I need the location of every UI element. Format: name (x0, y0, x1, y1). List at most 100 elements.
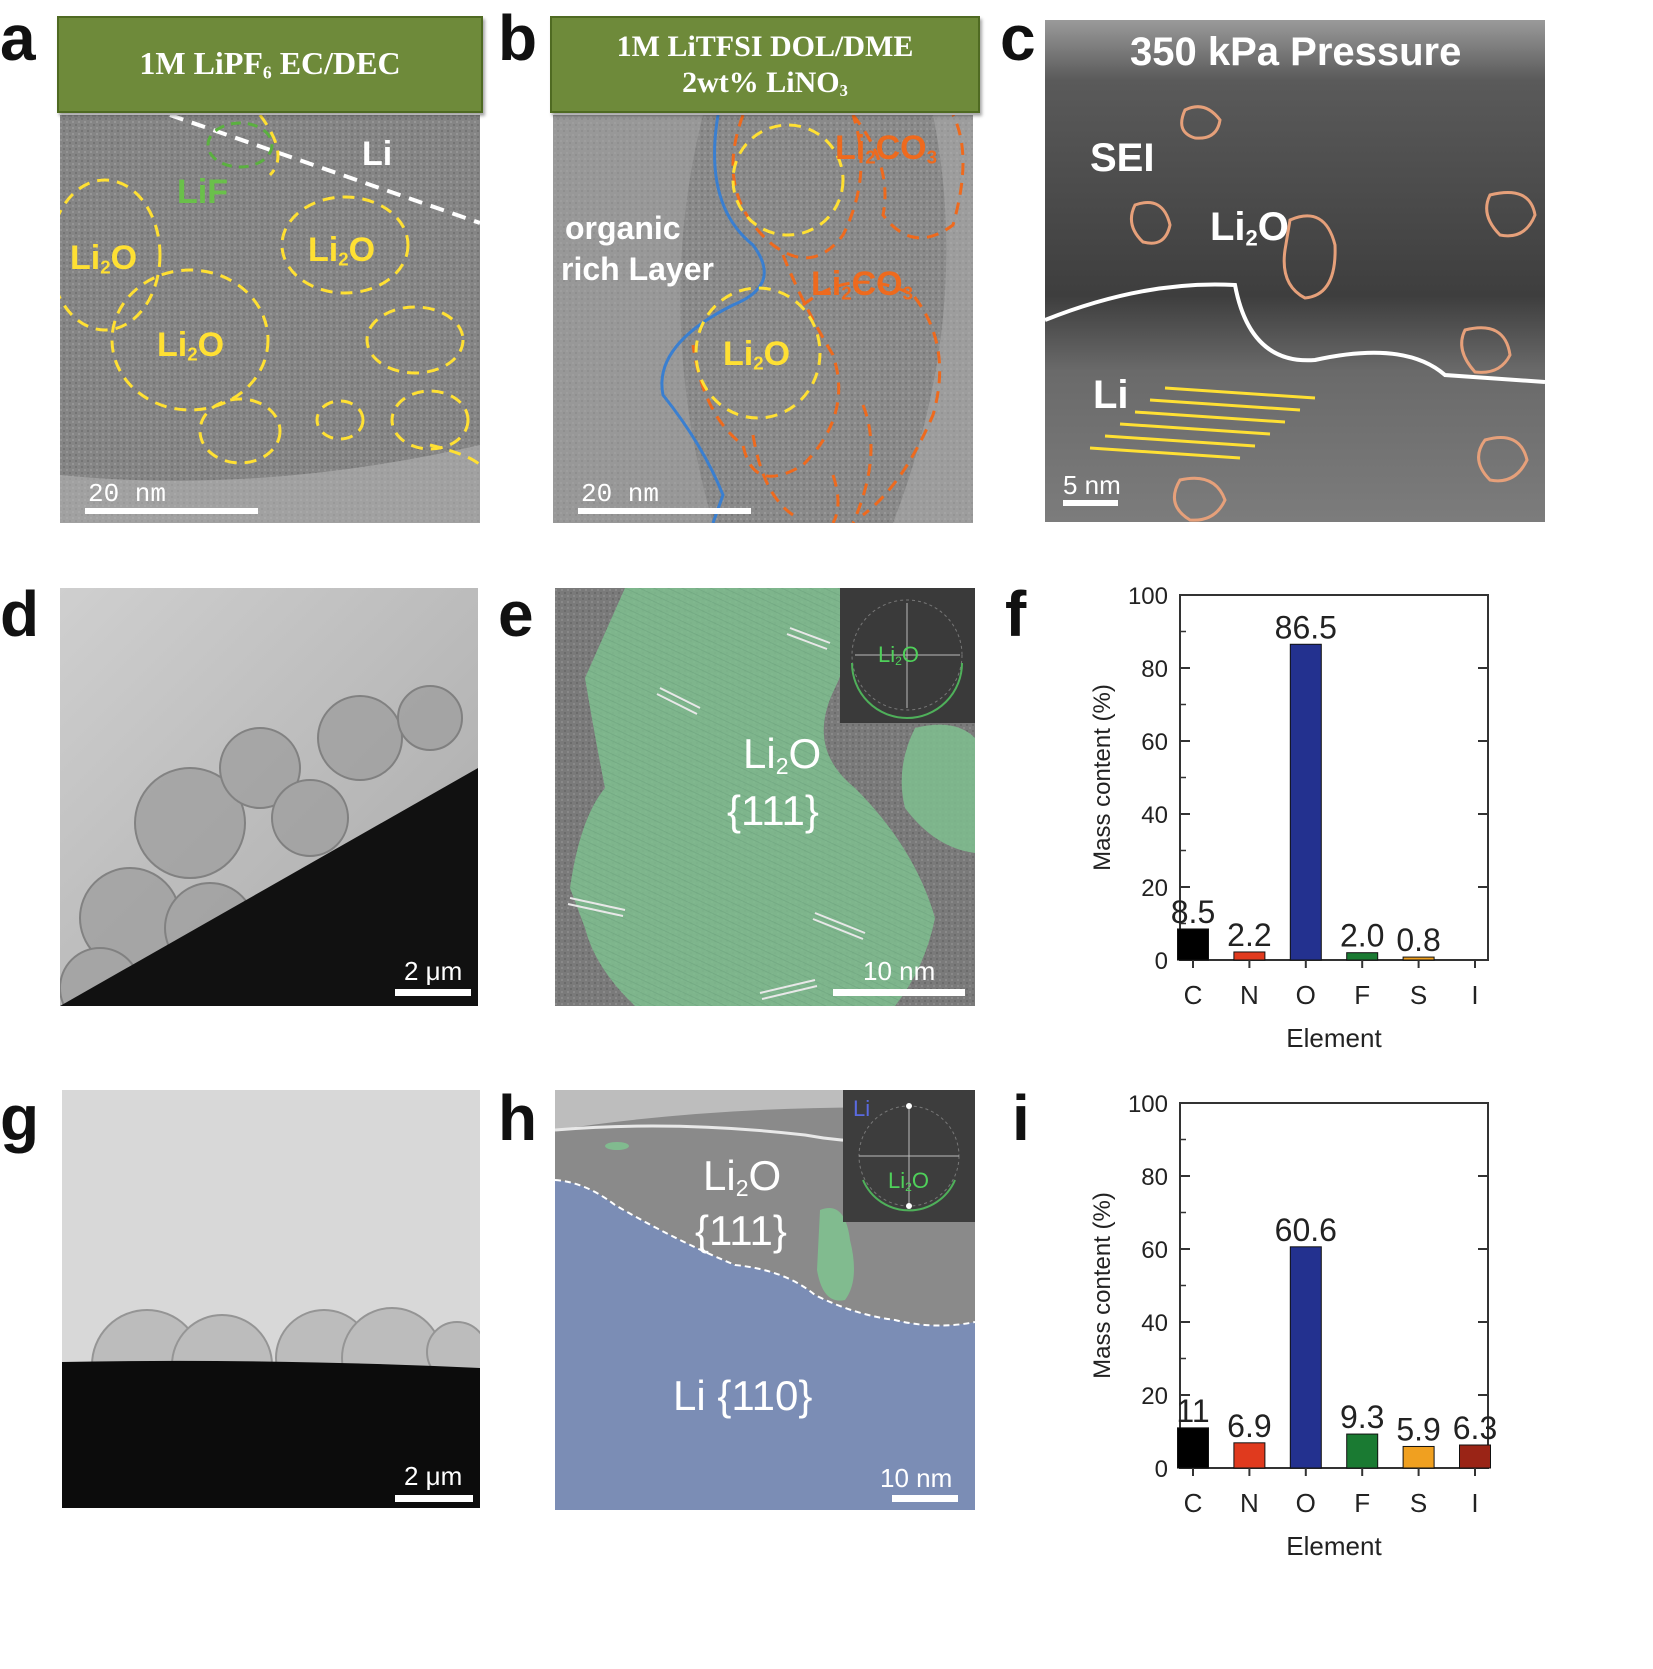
value-label-C: 11 (1176, 1393, 1209, 1429)
x-tick-label-I: I (1471, 980, 1478, 1010)
label-li2o: Li2O (703, 1152, 782, 1201)
bar-N (1233, 1442, 1266, 1469)
bar-O (1289, 643, 1322, 961)
y-tick-label: 0 (1155, 1456, 1168, 1483)
label-li2o: Li2O (1210, 205, 1289, 251)
scale-bar-a (85, 508, 258, 514)
y-tick-label: 60 (1141, 729, 1168, 756)
scale-bar-b (578, 508, 751, 514)
value-label-N: 6.9 (1227, 1408, 1271, 1444)
scale-label-b: 20 nm (581, 479, 660, 509)
scale-label-g: 2 μm (404, 1461, 463, 1491)
y-axis-label: Mass content (%) (1089, 1192, 1116, 1379)
bar-N (1233, 951, 1266, 961)
bar-F (1346, 1433, 1379, 1469)
x-axis-label: Element (1286, 1531, 1382, 1561)
y-tick-label: 0 (1155, 948, 1168, 975)
label-li2o: Li2O (723, 335, 791, 374)
bar-O (1289, 1246, 1322, 1469)
chart-f: 0 20 40 60 80 100 Mass content (%) 8.5 C 2.2 N 86.5… (1060, 580, 1580, 1060)
label-li2o: Li2O (743, 730, 822, 779)
x-tick-label-S: S (1410, 1488, 1427, 1518)
panel-e-tem-image: Li2O {111} Li2O 10 nm (555, 588, 975, 1006)
label-rich-layer: rich Layer (561, 251, 714, 287)
label-organic: organic (565, 210, 681, 246)
value-label-O: 86.5 (1275, 609, 1337, 645)
label-li: Li (1093, 373, 1129, 417)
value-label-S: 0.8 (1396, 922, 1440, 958)
y-axis-label: Mass content (%) (1089, 684, 1116, 871)
panel-letter-a: a (0, 2, 36, 74)
panel-letter-h: h (498, 1082, 538, 1154)
x-tick-label-N: N (1240, 1488, 1259, 1518)
value-label-F: 9.3 (1340, 1399, 1384, 1435)
scale-bar-g (395, 1495, 473, 1502)
scale-bar-h (892, 1495, 958, 1502)
panel-letter-b: b (498, 2, 538, 74)
inset-label-li2o: Li2O (888, 1168, 929, 1195)
y-tick-label: 100 (1128, 1091, 1168, 1118)
panel-h-tem-image: Li2O {111} Li {110} Li Li2O 10 nm (555, 1090, 975, 1510)
panel-b-overlay (553, 115, 973, 523)
label-li-110: Li {110} (673, 1372, 813, 1419)
scale-label-d: 2 μm (404, 956, 463, 986)
panel-d-tem-image: 2 μm (60, 588, 478, 1006)
x-tick-label-N: N (1240, 980, 1259, 1010)
chart-svg: 0 20 40 60 80 100 Mass content (%) 8.5 C 2.2 N 86.5… (1089, 583, 1489, 1053)
label-li2o-3: Li2O (157, 326, 225, 365)
x-tick-label-O: O (1296, 980, 1316, 1010)
panel-letter-i: i (1012, 1082, 1030, 1154)
bar-C (1177, 928, 1209, 961)
label-li2o-2: Li2O (308, 231, 376, 270)
panel-d-overlay (60, 588, 478, 1006)
label-li2o-1: Li2O (70, 239, 138, 278)
x-tick-label-C: C (1184, 1488, 1203, 1518)
label-li2o-plane: {111} (727, 787, 819, 834)
x-tick-label-F: F (1354, 1488, 1370, 1518)
x-tick-label-I: I (1471, 1488, 1478, 1518)
x-tick-label-F: F (1354, 980, 1370, 1010)
inset-label-li2o: Li2O (878, 642, 919, 669)
panel-c-tem-image: 350 kPa Pressure SEI Li2O Li 5 nm (1045, 20, 1545, 522)
x-tick-label-C: C (1184, 980, 1203, 1010)
panel-c-title: 350 kPa Pressure (1130, 30, 1462, 74)
panel-letter-c: c (1000, 2, 1036, 74)
label-li2o-plane: {111} (695, 1207, 787, 1254)
scale-label-a: 20 nm (88, 479, 167, 509)
scale-label-e: 10 nm (863, 956, 936, 986)
panel-g-overlay (62, 1090, 480, 1508)
panel-e-overlay (555, 588, 975, 1006)
y-tick-label: 40 (1141, 1310, 1168, 1337)
panel-letter-f: f (1005, 578, 1027, 650)
scale-bar-c (1063, 500, 1118, 506)
panel-b-header: 1M LiTFSI DOL/DME 2wt% LiNO3 (550, 16, 980, 113)
scale-bar-d (395, 989, 471, 996)
label-li: Li (362, 135, 393, 173)
chart-i: 0 20 40 60 80 100 Mass content (%) 11 C 6.9 N 60.6 O… (1060, 1088, 1580, 1566)
x-axis-label: Element (1286, 1023, 1382, 1053)
panel-letter-g: g (0, 1082, 40, 1154)
scale-bar-e (833, 989, 965, 996)
bar-I (1459, 1444, 1491, 1469)
y-tick-label: 60 (1141, 1237, 1168, 1264)
scale-label-h: 10 nm (880, 1463, 953, 1493)
y-tick-label: 40 (1141, 802, 1168, 829)
plot-frame (1179, 594, 1489, 961)
y-tick-label: 20 (1141, 1383, 1168, 1410)
value-label-I: 6.3 (1453, 1410, 1497, 1446)
panel-c-overlay (1045, 20, 1545, 522)
inset-label-li: Li (853, 1096, 871, 1121)
y-tick-label: 80 (1141, 656, 1168, 683)
bar-S (1402, 1445, 1435, 1469)
value-label-F: 2.0 (1340, 918, 1384, 954)
y-tick-label: 80 (1141, 1164, 1168, 1191)
x-tick-label-S: S (1410, 980, 1427, 1010)
label-li2co3-2: Li2CO3 (811, 265, 914, 304)
bar-F (1346, 952, 1379, 961)
y-tick-label: 20 (1141, 875, 1168, 902)
panel-a-tem-image: Li LiF Li2O Li2O Li2O 20 nm (60, 115, 480, 523)
label-sei: SEI (1090, 136, 1155, 180)
value-label-N: 2.2 (1227, 917, 1271, 953)
value-label-O: 60.6 (1275, 1212, 1337, 1248)
panel-a-header: 1M LiPF6 EC/DEC (57, 16, 483, 113)
